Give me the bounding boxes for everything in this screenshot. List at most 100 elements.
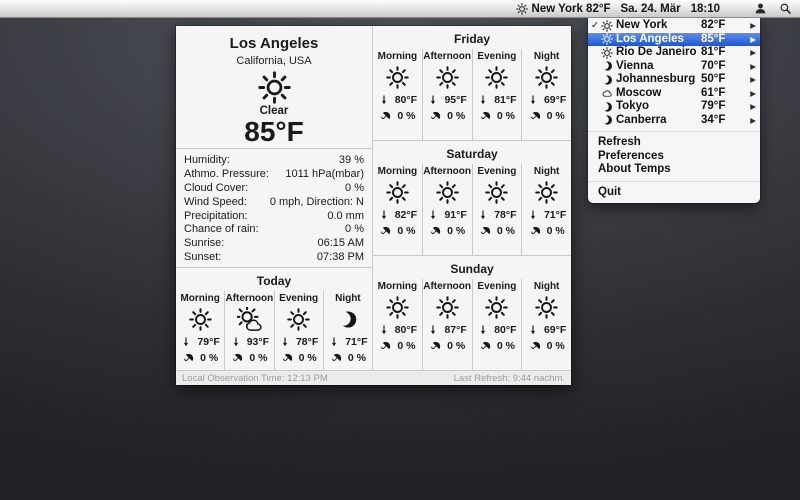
search-icon[interactable] [779,2,792,15]
rain-chance: 0 % [496,225,515,237]
status-time[interactable]: 18:10 [690,2,720,15]
dropdown-action-list: Refresh Preferences About Temps [588,136,760,177]
rain-row: 0 % [529,339,565,353]
checkmark-icon: ✓ [591,20,599,31]
menubar-weather-status[interactable]: New York 82°F [515,3,610,15]
panel-footer: Local Observation Time: 12:13 PM Last Re… [176,370,571,385]
rain-row: 0 % [479,339,515,353]
temp-arrow-icon [427,94,439,106]
period-label: Afternoon [423,281,472,292]
temp-value: 69°F [543,324,567,336]
city-name-label: Rio De Janeiro [616,46,697,58]
sun-icon [601,19,616,32]
rain-row: 0 % [479,109,515,123]
submenu-arrow-icon: ▶ [750,75,756,84]
temp-value: 80°F [494,324,517,336]
temp-value: 71°F [345,336,368,348]
temp-row: 91°F [427,208,467,222]
rain-row: 0 % [379,339,415,353]
city-temp-label: 50°F [701,73,726,85]
menu-item-city-los-angeles[interactable]: Los Angeles 85°F ▶ [588,32,760,46]
detail-row: Wind Speed: 0 mph, Direction: N [184,196,364,210]
rain-row: 0 % [330,351,366,365]
forecast-cell: Afternoon 95°F 0 % [421,49,472,140]
submenu-arrow-icon: ▶ [750,88,756,98]
rain-chance: 0 % [496,340,515,352]
rain-chance: 0 % [249,352,268,364]
temp-row: 69°F [527,93,566,107]
temp-arrow-icon [477,94,489,106]
umbrella-icon [429,340,442,353]
moon-icon [337,305,358,333]
moon-icon [601,74,616,86]
umbrella-icon [479,225,492,238]
forecast-cell: Night 69°F 0 % [521,279,571,370]
forecast-cell: Afternoon 87°F 0 % [421,279,472,370]
period-label: Evening [279,293,319,304]
umbrella-icon [182,352,195,365]
umbrella-icon [479,110,492,123]
menu-bar: New York 82°F Sa. 24. Mär 18:10 [0,0,800,18]
temp-arrow-icon [477,209,489,221]
temp-value: 80°F [394,324,418,336]
details-list: Humidity: 39 % Athmo. Pressure: 1011 hPa(mb… [176,148,372,267]
city-name-label: Moscow [616,86,662,99]
forecast-cell: Morning 80°F 0 % [373,279,422,370]
forecast-cells: Morning 80°F 0 % Afternoon 95°F 0 % Evening 81°… [373,49,571,140]
menu-item-preferences[interactable]: Preferences [598,149,664,162]
sun-icon [435,63,459,91]
menu-item-city-rio-de-janeiro[interactable]: Rio De Janeiro 81°F ▶ [588,46,760,60]
menu-item-city-new-york[interactable]: ✓ New York 82°F ▶ [588,19,760,33]
status-date[interactable]: Sa. 24. Mär [620,2,681,15]
detail-value: 06:15 AM [317,237,364,250]
temp-value: 87°F [444,324,467,336]
current-temperature: 85°F [244,116,304,147]
period-label: Evening [477,166,517,177]
detail-value: 0 % [345,181,364,194]
weather-condition: Clear [259,105,289,117]
rain-row: 0 % [429,224,465,238]
moon-icon [601,114,616,126]
menu-item-about-temps[interactable]: About Temps [598,163,671,175]
rain-row: 0 % [429,339,465,353]
rain-row: 0 % [529,224,565,238]
umbrella-icon [429,225,442,238]
section-title: Friday [453,32,490,46]
forecast-section-friday: Friday Morning 80°F 0 % Afternoon 95°F 0 % Even… [373,26,571,140]
menu-item-city-vienna[interactable]: Vienna 70°F ▶ [588,60,760,74]
menu-item-refresh[interactable]: Refresh [598,136,641,148]
period-label: Morning [377,166,418,177]
rain-chance: 0 % [397,110,416,122]
submenu-arrow-icon: ▶ [750,61,756,71]
umbrella-icon [281,352,294,365]
detail-label: Athmo. Pressure: [184,167,269,180]
sun-icon [535,63,558,91]
temp-arrow-icon [279,336,291,348]
sun-icon [287,305,310,333]
temp-arrow-icon [378,324,390,336]
period-label: Night [533,166,560,177]
temp-arrow-icon [180,336,192,348]
sun-icon [386,63,409,91]
detail-row: Sunrise: 06:15 AM [184,237,364,251]
rain-chance: 0 % [200,352,219,364]
sun-icon [435,293,459,321]
umbrella-icon [529,225,542,238]
sun-icon [386,293,409,321]
forecast-cells: Morning 80°F 0 % Afternoon 87°F 0 % Evening 80°… [373,279,571,370]
rain-chance: 0 % [546,340,565,352]
temp-value: 81°F [494,94,517,106]
menu-item-quit[interactable]: Quit [598,185,621,198]
menu-item-city-canberra[interactable]: Canberra 34°F ▶ [588,114,760,128]
sun-icon [176,69,372,105]
detail-label: Humidity: [184,154,230,166]
period-label: Afternoon [423,51,472,62]
menu-item-city-tokyo[interactable]: Tokyo 79°F ▶ [588,100,760,114]
user-icon[interactable] [754,2,767,15]
city-name-label: New York [616,19,668,31]
panel-body: Los Angeles California, USA Clear 85°F H… [176,26,571,370]
menu-item-city-johannesburg[interactable]: Johannesburg 50°F ▶ [588,73,760,87]
forecast-cell: Morning 80°F 0 % [373,49,422,140]
detail-label: Cloud Cover: [184,181,249,194]
menu-item-city-moscow[interactable]: Moscow 61°F ▶ [588,87,760,101]
